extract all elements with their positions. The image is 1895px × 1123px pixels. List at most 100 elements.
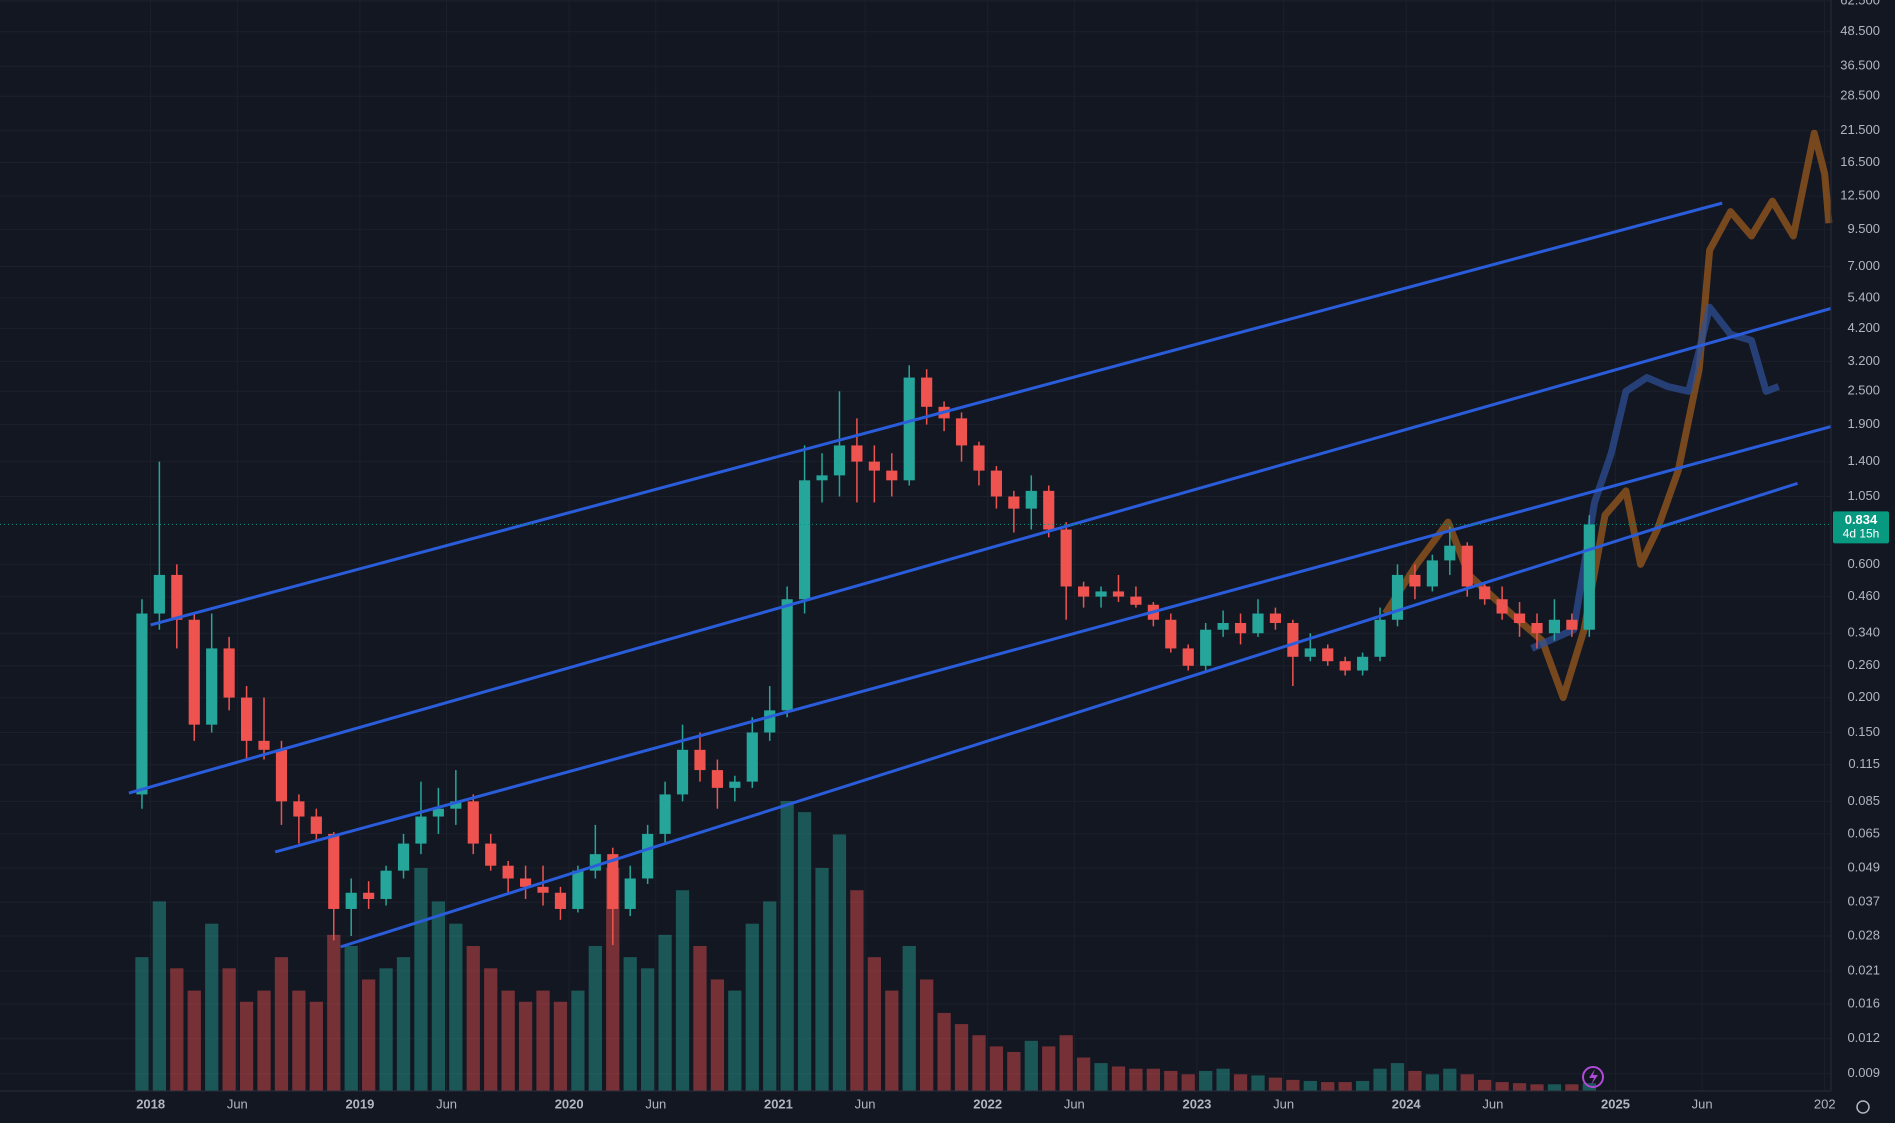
x-tick-label: 2020 (555, 1096, 584, 1111)
x-tick-label: Jun (855, 1096, 876, 1111)
candle-body (275, 749, 288, 802)
candle-body (223, 648, 235, 698)
y-tick-label: 0.016 (1847, 995, 1880, 1010)
candle-body (1078, 586, 1090, 597)
candle-body (624, 878, 636, 909)
candle-body (415, 816, 427, 844)
volume-bar (1233, 1074, 1248, 1091)
x-tick-label: 2023 (1182, 1096, 1211, 1111)
y-tick-label: 0.115 (1848, 756, 1880, 771)
volume-bar (867, 957, 881, 1091)
y-tick-label: 0.340 (1847, 625, 1880, 640)
volume-bar (484, 968, 498, 1091)
volume-bar (658, 934, 672, 1091)
candle-body (206, 648, 218, 725)
volume-bar (1547, 1084, 1562, 1091)
candle-body (397, 843, 410, 871)
x-tick-label: Jun (1064, 1096, 1085, 1111)
candle-body (1391, 574, 1404, 620)
volume-bar (763, 901, 777, 1091)
y-tick-label: 2.500 (1847, 383, 1880, 398)
volume-bar (1024, 1040, 1038, 1091)
y-tick-label: 36.500 (1840, 58, 1880, 73)
candle-body (485, 843, 497, 866)
candle-body (1182, 648, 1194, 666)
volume-bar (937, 1012, 951, 1091)
y-tick-label: 48.500 (1840, 23, 1880, 38)
volume-bar (1390, 1063, 1405, 1091)
volume-bar (797, 812, 812, 1091)
x-tick-label: Jun (436, 1096, 457, 1111)
candle-body (729, 781, 741, 788)
y-tick-label: 62.500 (1840, 0, 1880, 7)
candle-body (1322, 648, 1334, 662)
candle-body (1165, 619, 1177, 649)
volume-bar (344, 946, 358, 1091)
volume-bar (693, 946, 707, 1091)
volume-bar (1129, 1068, 1143, 1091)
candle-body (293, 801, 305, 817)
volume-bar (1408, 1070, 1422, 1091)
volume-bar (274, 957, 289, 1091)
candle-body (746, 732, 758, 782)
candle-body (1583, 524, 1595, 630)
volume-bar (1059, 1035, 1073, 1091)
volume-bar (501, 990, 515, 1091)
x-tick-label: 2021 (764, 1096, 793, 1111)
volume-bar (536, 990, 550, 1091)
trend-line (150, 201, 1723, 627)
countdown-label: 4d 15h (1843, 527, 1880, 541)
candle-body (1548, 619, 1561, 634)
candle-body (1444, 545, 1456, 561)
y-tick-label: 12.500 (1840, 188, 1880, 203)
volume-bar (850, 890, 864, 1091)
y-tick-label: 0.028 (1847, 927, 1880, 942)
candle-body (1112, 591, 1125, 597)
x-tick-label: 2025 (1601, 1096, 1630, 1111)
trend-line (274, 425, 1832, 854)
x-tick-label: Jun (1273, 1096, 1294, 1111)
candle-body (450, 801, 462, 809)
y-tick-label: 7.000 (1847, 258, 1880, 273)
y-tick-label: 0.200 (1847, 689, 1880, 704)
volume-bar (1076, 1057, 1091, 1091)
candle-body (711, 770, 723, 788)
volume-bar (885, 990, 899, 1091)
volume-bar (292, 990, 306, 1091)
candle-body (659, 794, 671, 834)
y-tick-label: 0.085 (1847, 793, 1880, 808)
volume-bar (1199, 1070, 1213, 1091)
candle-body (1461, 545, 1473, 587)
volume-bar (1146, 1068, 1160, 1091)
candle-body (642, 833, 654, 879)
candle-body (258, 740, 270, 750)
volume-bar (1425, 1074, 1439, 1091)
trend-line (340, 481, 1798, 949)
candle-body (1513, 613, 1526, 623)
volume-bar (920, 979, 934, 1091)
volume-bar (780, 801, 794, 1091)
alert-icon[interactable] (1582, 1066, 1604, 1088)
y-tick-label: 28.500 (1840, 88, 1880, 103)
volume-bar (1338, 1082, 1352, 1091)
y-tick-label: 16.500 (1840, 154, 1880, 169)
x-tick-label: Jun (645, 1096, 666, 1111)
volume-layer (135, 801, 1596, 1091)
candle-body (955, 418, 968, 446)
candle-body (868, 461, 880, 471)
candle-body (1339, 661, 1351, 671)
y-tick-label: 1.050 (1847, 488, 1880, 503)
candle-body (171, 574, 183, 620)
settings-icon[interactable] (1856, 1100, 1870, 1114)
trendline-layer (128, 201, 1832, 949)
volume-bar (1042, 1046, 1056, 1091)
volume-bar (239, 1001, 254, 1091)
y-tick-label: 9.500 (1847, 221, 1880, 236)
candle-body (990, 470, 1002, 497)
volume-bar (588, 946, 602, 1091)
volume-bar (641, 968, 655, 1091)
y-tick-label: 1.400 (1847, 453, 1880, 468)
volume-bar (815, 867, 829, 1091)
volume-bar (1094, 1063, 1108, 1091)
volume-bar (466, 946, 480, 1091)
